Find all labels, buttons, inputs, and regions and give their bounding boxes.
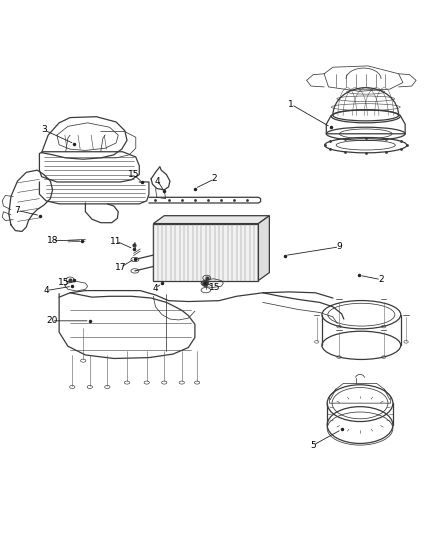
Polygon shape <box>153 223 258 280</box>
Text: 4: 4 <box>155 176 160 185</box>
Text: 9: 9 <box>336 243 343 251</box>
Text: 15: 15 <box>58 278 69 287</box>
Polygon shape <box>258 216 269 280</box>
Text: 11: 11 <box>110 237 122 246</box>
Text: 18: 18 <box>47 236 58 245</box>
Text: 20: 20 <box>46 316 57 325</box>
Text: 5: 5 <box>310 441 316 450</box>
Text: 15: 15 <box>209 282 220 292</box>
Text: 15: 15 <box>128 170 139 179</box>
Text: 2: 2 <box>212 174 217 183</box>
Text: 7: 7 <box>14 206 21 215</box>
Text: 2: 2 <box>378 275 384 284</box>
Text: 17: 17 <box>115 263 126 272</box>
Text: 4: 4 <box>43 286 49 295</box>
Text: 3: 3 <box>41 125 47 134</box>
Text: 4: 4 <box>153 284 158 293</box>
Text: 1: 1 <box>288 100 294 109</box>
Polygon shape <box>153 216 269 223</box>
